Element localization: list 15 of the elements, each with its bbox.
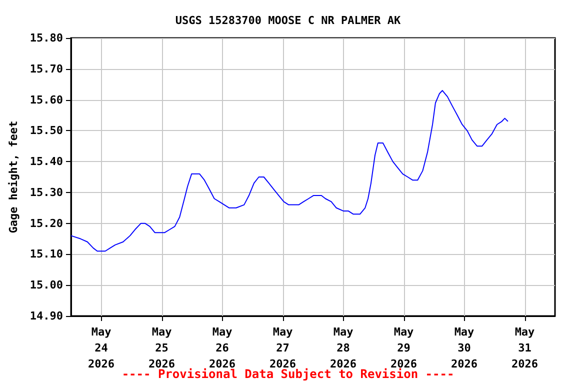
y-axis-title: Gage height, feet <box>7 120 20 234</box>
x-tick-label: May 31 2026 <box>512 326 538 370</box>
y-tick-label: 15.20 <box>30 216 64 230</box>
x-tick-label: May 24 2026 <box>88 326 115 370</box>
chart-title: USGS 15283700 MOOSE C NR PALMER AK <box>175 14 401 27</box>
y-tick-label: 15.80 <box>30 32 64 44</box>
y-tick-label: 15.50 <box>30 124 64 138</box>
y-tick-label: 15.30 <box>30 186 64 199</box>
y-tick-label: 15.00 <box>30 278 64 292</box>
y-tick-label: 14.90 <box>30 310 64 322</box>
y-tick-label: 15.10 <box>30 248 64 261</box>
y-tick-label: 15.40 <box>30 155 64 168</box>
y-tick-label: 15.70 <box>30 62 64 76</box>
line-series <box>70 90 508 252</box>
y-tick-label: 15.60 <box>30 93 64 106</box>
